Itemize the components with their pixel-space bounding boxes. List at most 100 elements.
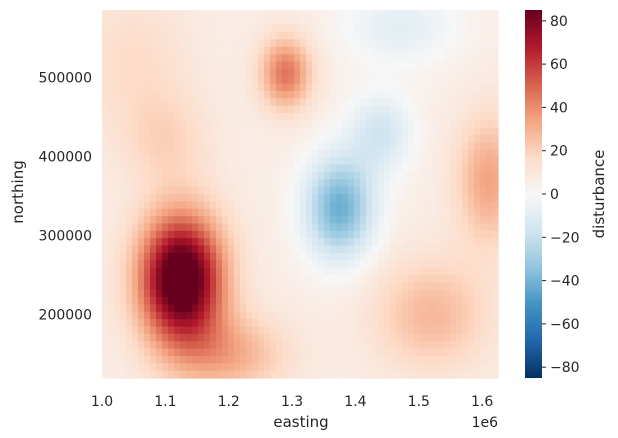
heatmap-cell [402,363,409,372]
heatmap-cell [420,230,427,239]
heatmap-cell [360,194,367,202]
heatmap-cell [186,267,193,276]
y-axis-label: northing [9,160,27,223]
heatmap-cell [180,201,187,210]
heatmap-cell [330,127,337,136]
heatmap-cell [180,54,187,63]
heatmap-cell [408,223,415,232]
heatmap-cell [300,39,307,48]
heatmap-cell [162,54,169,63]
heatmap-cell [108,120,115,129]
heatmap-cell [330,105,337,114]
heatmap-cell [486,46,493,55]
heatmap-cell [132,194,139,202]
heatmap-cell [204,370,211,379]
heatmap-cell [186,355,193,364]
heatmap-cell [456,68,463,77]
heatmap-cell [114,171,121,180]
heatmap-cell [456,304,463,313]
heatmap-cell [168,32,175,41]
heatmap-cell [378,24,385,33]
heatmap-cell [198,10,205,18]
heatmap-cell [306,68,313,77]
heatmap-cell [192,46,199,55]
heatmap-cell [378,164,385,173]
heatmap-cell [492,32,499,41]
heatmap-cell [228,238,235,247]
heatmap-cell [420,363,427,372]
heatmap-cell [246,297,253,305]
heatmap-cell [120,311,127,320]
heatmap-cell [216,164,223,173]
heatmap-cell [168,370,175,379]
heatmap-cell [258,194,265,202]
heatmap-cell [492,90,499,99]
heatmap-cell [216,68,223,77]
heatmap-cell [240,363,247,372]
heatmap-cell [222,113,229,121]
heatmap-cell [282,311,289,320]
heatmap-cell [138,10,145,18]
heatmap-cell [276,208,283,217]
heatmap-cell [444,355,451,364]
heatmap-cell [168,333,175,342]
heatmap-cell [234,363,241,372]
heatmap-cell [444,297,451,305]
heatmap-cell [114,24,121,33]
heatmap-cell [480,348,487,357]
heatmap-cell [120,61,127,70]
heatmap-cell [138,267,145,276]
heatmap-cell [264,113,271,121]
heatmap-cell [318,319,325,328]
heatmap-cell [180,304,187,313]
heatmap-cell [366,223,373,232]
heatmap-cell [426,297,433,305]
heatmap-cell [186,252,193,261]
heatmap-cell [162,113,169,121]
heatmap-cell [414,61,421,70]
heatmap-cell [102,252,109,261]
heatmap-cell [222,252,229,261]
heatmap-cell [354,282,361,291]
heatmap-cell [276,252,283,261]
heatmap-cell [168,348,175,357]
heatmap-cell [462,186,469,195]
heatmap-cell [360,54,367,63]
heatmap-cell [384,76,391,85]
heatmap-cell [456,46,463,55]
heatmap-cell [246,304,253,313]
heatmap-cell [426,194,433,202]
heatmap-cell [408,326,415,335]
heatmap-cell [288,311,295,320]
heatmap-cell [438,68,445,77]
heatmap-cell [204,39,211,48]
heatmap-cell [258,68,265,77]
heatmap-cell [144,98,151,107]
heatmap-cell [210,333,217,342]
heatmap-cell [342,113,349,121]
heatmap-cell [318,297,325,305]
heatmap-cell [162,252,169,261]
heatmap-cell [492,223,499,232]
heatmap-cell [486,260,493,269]
heatmap-cell [360,90,367,99]
heatmap-cell [270,149,277,158]
heatmap-cell [438,135,445,144]
heatmap-cell [216,260,223,269]
heatmap-cell [102,355,109,364]
heatmap-cell [270,105,277,114]
heatmap-cell [162,297,169,305]
heatmap-cell [198,135,205,144]
heatmap-cell [474,326,481,335]
heatmap-cell [318,61,325,70]
heatmap-cell [126,17,133,26]
heatmap-cell [414,311,421,320]
heatmap-cell [132,223,139,232]
heatmap-cell [174,105,181,114]
heatmap-cell [294,363,301,372]
heatmap-cell [486,10,493,18]
heatmap-cell [150,289,157,298]
heatmap-cell [342,24,349,33]
heatmap-cell [468,17,475,26]
heatmap-cell [486,289,493,298]
